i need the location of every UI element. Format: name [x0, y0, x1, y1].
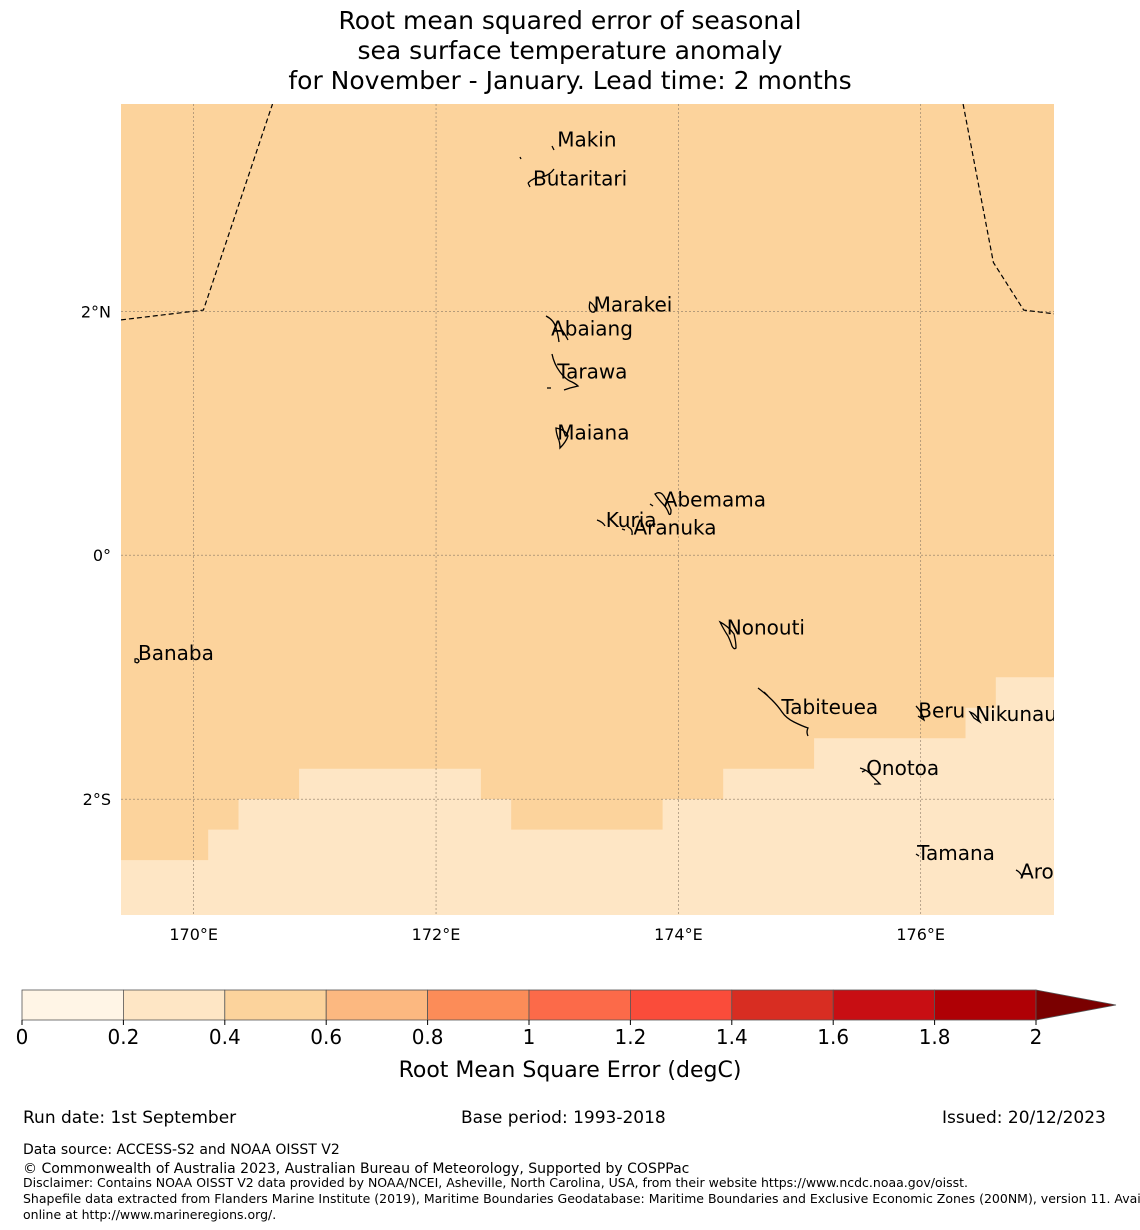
maiana-outline	[555, 427, 569, 450]
longitude-tick-label: 176°E	[896, 925, 945, 944]
longitude-tick-label: 170°E	[169, 925, 218, 944]
island-label-beru: Beru	[918, 698, 965, 722]
colorbar-label: Root Mean Square Error (degC)	[399, 1058, 742, 1083]
island-label-butaritari: Butaritari	[533, 167, 627, 191]
abaiang-outline	[545, 315, 569, 343]
shapefile-credit-line-1: Shapefile data extracted from Flanders M…	[23, 1191, 1140, 1206]
latitude-tick-label: 2°N	[81, 302, 111, 321]
beru-outline	[915, 705, 926, 722]
longitude-tick-label: 174°E	[654, 925, 703, 944]
abemama-outline	[649, 492, 672, 516]
colorbar-extend-arrow	[1035, 989, 1117, 1021]
island-label-banaba: Banaba	[138, 641, 214, 665]
colorbar-tick-label: 1.8	[919, 1025, 951, 1049]
colorbar-tick-label: 0.4	[209, 1025, 241, 1049]
colorbar-tick-label: 1.6	[817, 1025, 849, 1049]
colorbar-tick-label: 2	[1030, 1025, 1043, 1049]
copyright: © Commonwealth of Australia 2023, Austra…	[23, 1161, 690, 1177]
rmse-field-low	[121, 677, 1054, 915]
title-line-3: for November - January. Lead time: 2 mon…	[288, 66, 852, 95]
colorbar-tick-label: 0.2	[107, 1025, 139, 1049]
eez-boundary-line	[121, 104, 274, 321]
colorbar-bin	[325, 989, 429, 1021]
issued-date: Issued: 20/12/2023	[942, 1108, 1106, 1128]
island-label-kuria: Kuria	[606, 508, 657, 532]
base-period: Base period: 1993-2018	[461, 1108, 666, 1128]
colorbar-tick-label: 0.6	[310, 1025, 342, 1049]
axis-tick-labels: 170°E 172°E 174°E 176°E 2°N 0° 2°S	[81, 302, 945, 944]
island-label-marakei: Marakei	[594, 292, 673, 316]
island-label-makin: Makin	[557, 128, 616, 152]
colorbar-bin	[21, 989, 124, 1021]
colorbar-tick-label: 1	[523, 1025, 536, 1049]
tabiteuea-outline	[757, 687, 809, 737]
colorbar-bin	[528, 989, 631, 1021]
colorbar: 0 0.2 0.4 0.6 0.8 1 1.2 1.4 1.6 1.8 2	[16, 989, 1117, 1049]
shapefile-credit-line-2: online at http://www.marineregions.org/.	[23, 1207, 277, 1222]
island-label-nonouti: Nonouti	[727, 616, 805, 640]
island-label-maiana: Maiana	[557, 420, 629, 444]
island-label-aranuka: Aranuka	[634, 516, 717, 540]
colorbar-bin	[224, 989, 327, 1021]
tarawa-outline	[547, 353, 580, 391]
colorbar-bin	[427, 989, 530, 1021]
island-label-onotoa: Onotoa	[866, 756, 939, 780]
title-line-1: Root mean squared error of seasonal	[338, 6, 802, 35]
arorae-outline	[1015, 869, 1023, 877]
colorbar-bin	[123, 989, 226, 1021]
colorbar-tick-label: 0	[16, 1025, 29, 1049]
butaritari-outline	[519, 145, 555, 188]
colorbar-bin	[832, 989, 936, 1021]
colorbar-tick-label: 1.4	[716, 1025, 748, 1049]
colorbar-bin	[731, 989, 834, 1021]
island-label-tamana: Tamana	[916, 841, 995, 865]
nikunau-outline	[968, 710, 982, 724]
map-title: Root mean squared error of seasonal sea …	[0, 6, 1140, 96]
graticule	[121, 104, 1054, 915]
island-label-abaiang: Abaiang	[551, 317, 633, 341]
island-label-arorae: Arorae	[1020, 859, 1086, 883]
eez-boundary-line	[962, 104, 1054, 315]
island-outlines	[134, 145, 1023, 877]
eez-boundaries	[121, 104, 1054, 321]
kuria-outline	[596, 519, 633, 536]
colorbar-tick-label: 0.8	[412, 1025, 444, 1049]
colorbar-bin	[934, 989, 1037, 1021]
title-line-2: sea surface temperature anomaly	[357, 36, 783, 65]
island-label-abemama: Abemama	[664, 488, 766, 512]
latitude-tick-label: 2°S	[83, 790, 111, 809]
colorbar-bin	[630, 989, 733, 1021]
island-label-tabiteuea: Tabiteuea	[780, 695, 878, 719]
run-date: Run date: 1st September	[23, 1108, 237, 1128]
disclaimer: Disclaimer: Contains NOAA OISST V2 data …	[23, 1175, 968, 1190]
island-label-nikunau: Nikunau	[975, 702, 1057, 726]
marakei-outline	[588, 300, 596, 313]
banaba-outline	[134, 658, 140, 664]
latitude-tick-label: 0°	[93, 546, 111, 565]
data-source: Data source: ACCESS-S2 and NOAA OISST V2	[23, 1142, 340, 1158]
longitude-tick-label: 172°E	[412, 925, 461, 944]
tamana-outline	[915, 853, 920, 857]
island-label-tarawa: Tarawa	[556, 359, 627, 383]
nonouti-outline	[718, 620, 737, 650]
onotoa-outline	[859, 767, 882, 785]
colorbar-tick-label: 1.2	[614, 1025, 646, 1049]
